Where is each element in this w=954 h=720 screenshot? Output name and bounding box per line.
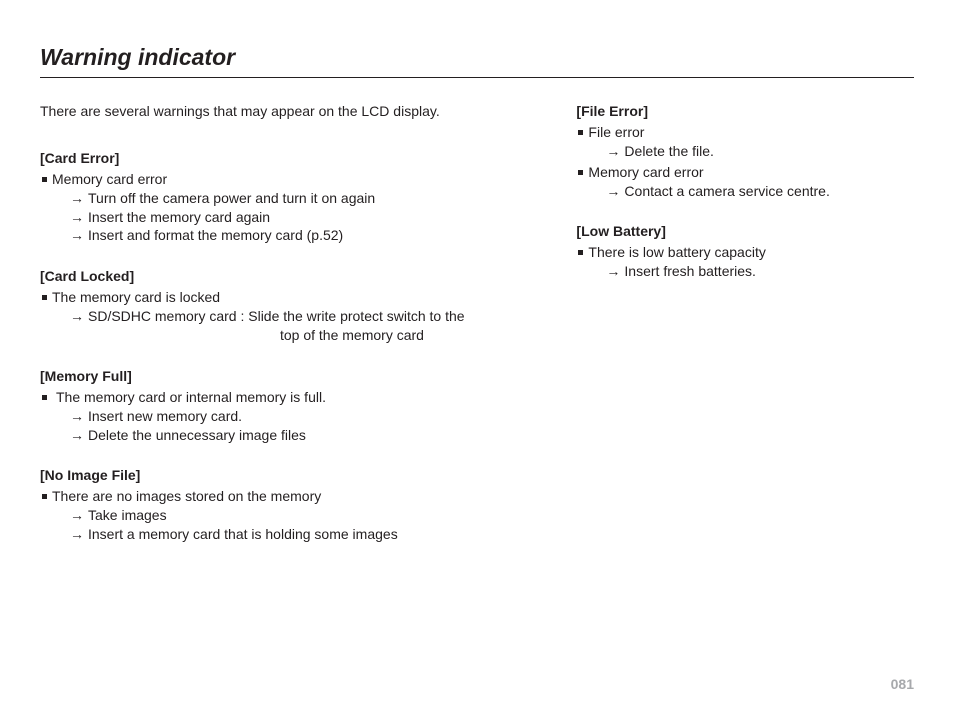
warning-item: There are no images stored on the memory… xyxy=(40,487,536,544)
warning-action-text: Insert the memory card again xyxy=(88,209,270,225)
warning-action: → Delete the file. xyxy=(576,142,914,161)
warning-action-text: Take images xyxy=(88,507,167,523)
warning-action: → SD/SDHC memory card : Slide the write … xyxy=(40,307,536,326)
warning-header: [Card Error] xyxy=(40,149,536,168)
warning-action-text: Insert new memory card. xyxy=(88,408,242,424)
warning-item: The memory card is locked→ SD/SDHC memor… xyxy=(40,288,536,345)
warning-action: → Insert fresh batteries. xyxy=(576,262,914,281)
warning-header: [File Error] xyxy=(576,102,914,121)
warning-cause: There are no images stored on the memory xyxy=(40,487,536,506)
arrow-icon: → xyxy=(606,262,624,281)
arrow-icon: → xyxy=(70,426,88,445)
warning-item: There is low battery capacity→ Insert fr… xyxy=(576,243,914,281)
warning-section: [Low Battery] There is low battery capaci… xyxy=(576,222,914,281)
warning-action-text: Delete the unnecessary image files xyxy=(88,427,306,443)
title-rule xyxy=(40,77,914,78)
warning-action-text: Insert fresh batteries. xyxy=(624,263,756,279)
warning-header: [Low Battery] xyxy=(576,222,914,241)
warning-action-text: SD/SDHC memory card : Slide the write pr… xyxy=(88,308,465,324)
arrow-icon: → xyxy=(70,407,88,426)
arrow-icon: → xyxy=(70,506,88,525)
warning-action: → Insert and format the memory card (p.5… xyxy=(40,226,536,245)
warning-section: [File Error]File error→ Delete the file.… xyxy=(576,102,914,200)
warning-action-text: Delete the file. xyxy=(624,143,714,159)
arrow-icon: → xyxy=(70,208,88,227)
warning-item: Memory card error→ Turn off the camera p… xyxy=(40,170,536,246)
content-columns: There are several warnings that may appe… xyxy=(40,102,914,566)
right-column: [File Error]File error→ Delete the file.… xyxy=(576,102,914,566)
warning-cause: File error xyxy=(576,123,914,142)
warning-action: → Take images xyxy=(40,506,536,525)
warning-action: → Insert new memory card. xyxy=(40,407,536,426)
warning-action-text: Insert and format the memory card (p.52) xyxy=(88,227,343,243)
warning-action: → Delete the unnecessary image files xyxy=(40,426,536,445)
warning-action: → Insert a memory card that is holding s… xyxy=(40,525,536,544)
warning-cause: The memory card or internal memory is fu… xyxy=(40,388,536,407)
warning-item: The memory card or internal memory is fu… xyxy=(40,388,536,445)
warning-action-text: Insert a memory card that is holding som… xyxy=(88,526,398,542)
manual-page: Warning indicator There are several warn… xyxy=(0,0,954,720)
warning-section: [No Image File] There are no images store… xyxy=(40,466,536,544)
warning-cause: The memory card is locked xyxy=(40,288,536,307)
warning-section: [Card Error]Memory card error→ Turn off … xyxy=(40,149,536,245)
left-column: There are several warnings that may appe… xyxy=(40,102,536,566)
warning-cause: Memory card error xyxy=(576,163,914,182)
warning-item: File error→ Delete the file. xyxy=(576,123,914,161)
page-number: 081 xyxy=(891,676,914,692)
warning-action-text: Contact a camera service centre. xyxy=(624,183,829,199)
intro-text: There are several warnings that may appe… xyxy=(40,102,536,121)
arrow-icon: → xyxy=(606,182,624,201)
arrow-icon: → xyxy=(70,226,88,245)
warning-cause: Memory card error xyxy=(40,170,536,189)
warning-action: → Insert the memory card again xyxy=(40,208,536,227)
warning-header: [No Image File] xyxy=(40,466,536,485)
warning-action: → Contact a camera service centre. xyxy=(576,182,914,201)
warning-action-continuation: top of the memory card xyxy=(40,326,536,345)
warning-item: Memory card error→ Contact a camera serv… xyxy=(576,163,914,201)
warning-section: [Memory Full] The memory card or internal… xyxy=(40,367,536,445)
warning-header: [Memory Full] xyxy=(40,367,536,386)
warning-header: [Card Locked] xyxy=(40,267,536,286)
arrow-icon: → xyxy=(70,189,88,208)
page-title: Warning indicator xyxy=(40,44,914,71)
warning-cause: There is low battery capacity xyxy=(576,243,914,262)
arrow-icon: → xyxy=(70,525,88,544)
warning-section: [Card Locked] The memory card is locked→ … xyxy=(40,267,536,345)
arrow-icon: → xyxy=(70,307,88,326)
warning-action-text: Turn off the camera power and turn it on… xyxy=(88,190,375,206)
arrow-icon: → xyxy=(606,142,624,161)
warning-action: → Turn off the camera power and turn it … xyxy=(40,189,536,208)
